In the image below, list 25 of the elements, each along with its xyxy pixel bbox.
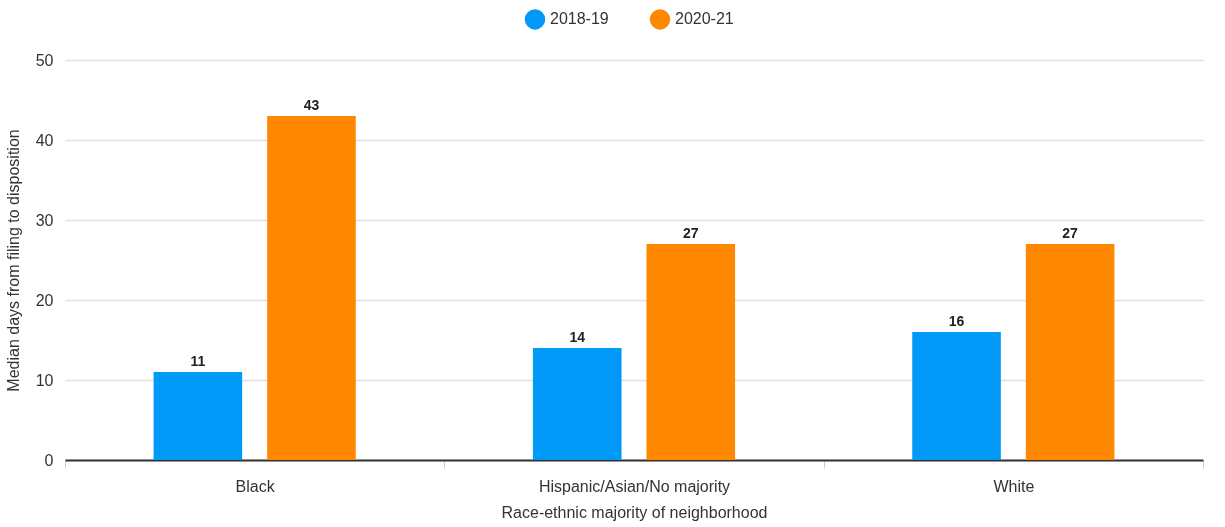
y-tick-label: 40 <box>35 131 54 149</box>
data-label: 27 <box>1062 225 1079 241</box>
bar <box>153 372 243 460</box>
x-axis-title: Race-ethnic majority of neighborhood <box>501 503 768 521</box>
legend-label: 2018-19 <box>550 10 609 28</box>
data-label: 43 <box>303 97 320 113</box>
bar <box>267 116 356 460</box>
data-label: 16 <box>948 313 965 329</box>
bar <box>646 244 736 460</box>
x-tick-label: Hispanic/Asian/No majority <box>538 477 731 495</box>
bar <box>532 348 622 460</box>
y-axis-title: Median days from filing to disposition <box>4 129 22 392</box>
x-tick-label: White <box>993 477 1035 495</box>
data-label: 14 <box>569 329 586 345</box>
y-tick-label: 10 <box>35 371 54 389</box>
bar <box>912 332 1001 460</box>
y-tick-label: 20 <box>35 291 54 309</box>
y-tick-label: 30 <box>35 211 54 229</box>
y-tick-label: 0 <box>44 451 54 469</box>
legend-label: 2020-21 <box>675 10 734 28</box>
data-label: 27 <box>683 225 699 241</box>
x-tick-label: Black <box>235 477 276 495</box>
data-label: 11 <box>190 353 206 369</box>
bar <box>1025 244 1115 460</box>
y-tick-label: 50 <box>35 51 54 69</box>
